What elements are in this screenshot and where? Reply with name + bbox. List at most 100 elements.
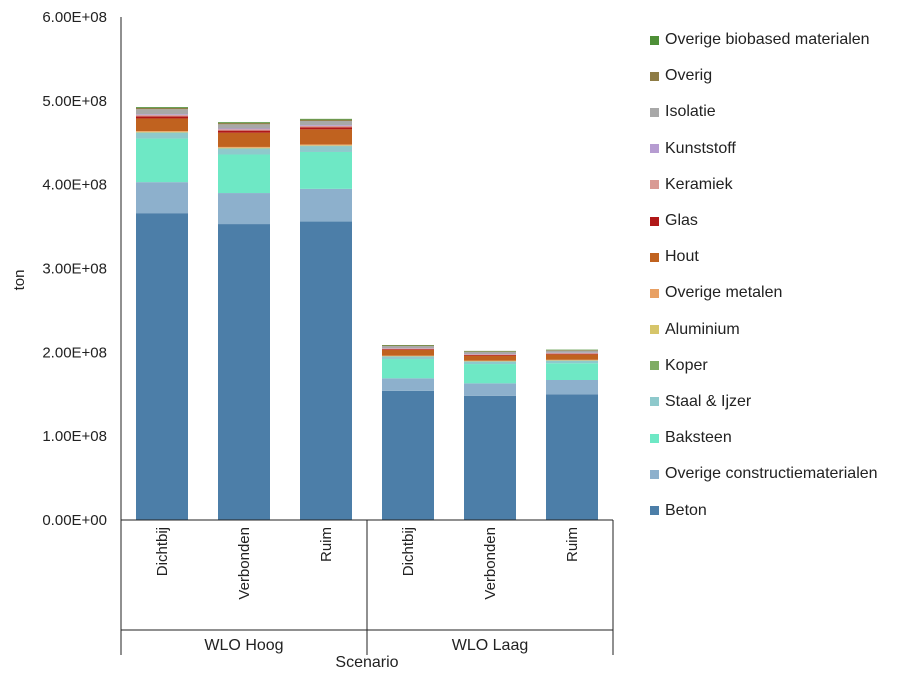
legend-swatch [650, 433, 659, 443]
bar-segment [218, 130, 270, 133]
bar-segment [300, 120, 352, 126]
bar-segment [464, 354, 516, 355]
bar-segment [136, 118, 188, 132]
bar-segment [546, 379, 598, 395]
legend-label: Aluminium [665, 320, 740, 338]
x-tick-label: Ruim [564, 527, 581, 562]
bar-segment [300, 118, 352, 120]
legend-item: Keramiek [650, 167, 878, 203]
bar-segment [546, 354, 598, 360]
legend-item: Glas [650, 203, 878, 239]
bar-segment [382, 346, 434, 349]
y-tick-label: 2.00E+08 [42, 344, 107, 361]
bar-segment [136, 182, 188, 214]
bar-segment [300, 125, 352, 126]
bar-segment [546, 394, 598, 520]
bar-segment [300, 125, 352, 128]
bar-segment [382, 345, 434, 347]
x-tick-label: Dichtbij [154, 527, 171, 576]
legend-label: Staal & Ijzer [665, 392, 752, 410]
bar-segment [546, 353, 598, 354]
group-label: WLO Hoog [204, 637, 283, 654]
bar-segment [546, 350, 598, 351]
bar-segment [300, 146, 352, 152]
x-axis-categories: Dichtbij Verbonden Ruim WLO Hoog Dichtbij Ver… [154, 527, 581, 654]
legend-item: Hout [650, 239, 878, 275]
legend-swatch [650, 288, 659, 298]
bar-segment [218, 146, 270, 148]
legend-swatch [650, 325, 659, 335]
legend-swatch [650, 469, 659, 479]
legend-swatch [650, 216, 659, 226]
axes [120, 17, 614, 655]
bar-segment [382, 348, 434, 350]
legend-item: Overig [650, 58, 878, 94]
legend-item: Overige biobased materialen [650, 22, 878, 58]
bar-segment [464, 351, 516, 352]
legend-label: Overige constructiematerialen [665, 465, 878, 483]
bar-segment [300, 127, 352, 130]
bar-segment [382, 349, 434, 350]
bar-segment [464, 395, 516, 520]
legend-label: Baksteen [665, 429, 732, 447]
bar-segment [218, 224, 270, 520]
bar-segment [464, 355, 516, 361]
bar-segment [546, 363, 598, 380]
bar-segment [464, 354, 516, 356]
bar-segment [300, 188, 352, 222]
bar-segment [218, 129, 270, 131]
legend-item: Overige metalen [650, 275, 878, 311]
bar-segment [136, 114, 188, 116]
legend-label: Beton [665, 501, 707, 519]
legend-swatch [650, 361, 659, 371]
legend-item: Kunststoff [650, 131, 878, 167]
y-tick-label: 4.00E+08 [42, 177, 107, 194]
x-tick-label: Verbonden [482, 527, 499, 600]
bar-segment [136, 116, 188, 119]
bar-segment [464, 383, 516, 396]
legend-swatch [650, 180, 659, 190]
legend-label: Glas [665, 212, 698, 230]
legend-label: Overige biobased materialen [665, 31, 870, 49]
legend-item: Aluminium [650, 312, 878, 348]
bar-segment [136, 213, 188, 521]
bar-segment [300, 144, 352, 146]
y-tick-label: 6.00E+08 [42, 9, 107, 26]
bar-segment [218, 123, 270, 125]
legend-label: Hout [665, 248, 699, 266]
bar-segment [218, 154, 270, 194]
y-tick-label: 1.00E+08 [42, 428, 107, 445]
bar-segment [136, 131, 188, 132]
bar-segment [218, 132, 270, 147]
y-tick-label: 5.00E+08 [42, 93, 107, 110]
legend-label: Keramiek [665, 175, 733, 193]
legend-label: Kunststoff [665, 139, 736, 157]
bar-segment [218, 148, 270, 155]
y-axis-ticks: 0.00E+00 1.00E+08 2.00E+08 3.00E+08 4.00E+08… [42, 9, 107, 529]
bar-segment [136, 109, 188, 115]
bar-segment [382, 356, 434, 360]
bar-segment [382, 378, 434, 391]
legend: Overige biobased materialen Overig Isolati… [650, 22, 878, 529]
legend-swatch [650, 144, 659, 154]
group-label: WLO Laag [452, 637, 528, 654]
bar-segment [136, 107, 188, 108]
bar-segment [136, 107, 188, 110]
legend-swatch [650, 107, 659, 117]
x-tick-label: Ruim [318, 527, 335, 562]
bar-segment [218, 124, 270, 129]
legend-label: Overige metalen [665, 284, 783, 302]
legend-label: Isolatie [665, 103, 716, 121]
legend-item: Isolatie [650, 94, 878, 130]
bar-segment [546, 360, 598, 364]
x-tick-label: Dichtbij [400, 527, 417, 576]
y-tick-label: 0.00E+00 [42, 512, 107, 529]
bars [136, 107, 598, 521]
legend-swatch [650, 35, 659, 45]
legend-label: Overig [665, 67, 713, 85]
x-axis-title: Scenario [335, 654, 398, 671]
bar-segment [300, 119, 352, 121]
y-tick-label: 3.00E+08 [42, 261, 107, 278]
bar-segment [218, 128, 270, 130]
